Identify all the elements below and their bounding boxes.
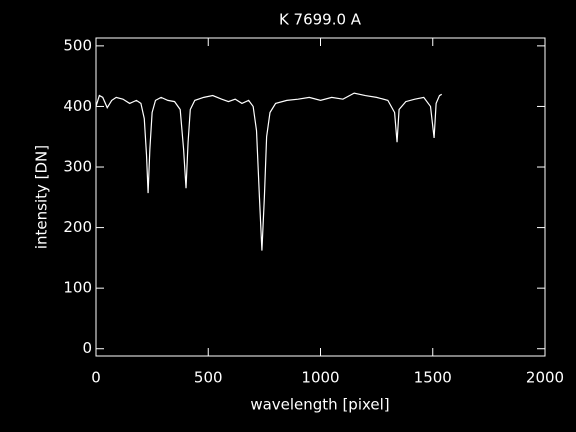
y-tick-label: 200 (63, 218, 92, 236)
y-tick-label: 500 (63, 36, 92, 54)
x-axis-label: wavelength [pixel] (250, 396, 389, 414)
x-tick-label: 500 (194, 369, 223, 387)
y-tick-label: 100 (63, 279, 92, 297)
y-tick-label: 0 (82, 339, 92, 357)
x-tick-label: 0 (91, 369, 101, 387)
x-tick-label: 2000 (526, 369, 564, 387)
spectrum-line (95, 92, 443, 251)
y-tick-label: 300 (63, 158, 92, 176)
x-tick-label: 1000 (301, 369, 339, 387)
y-axis-label: intensity [DN] (33, 145, 51, 249)
x-tick-label: 1500 (414, 369, 452, 387)
chart-title: K 7699.0 A (279, 11, 362, 29)
y-tick-label: 400 (63, 97, 92, 115)
plot-frame (95, 37, 546, 357)
